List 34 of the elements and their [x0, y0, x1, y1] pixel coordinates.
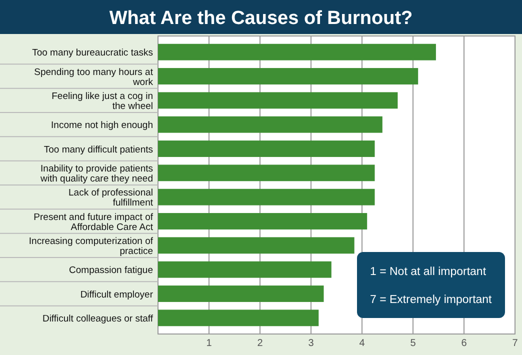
- y-tick-label: Present and future impact of Affordable Care Act: [34, 212, 154, 233]
- x-tick-label: 2: [257, 338, 264, 349]
- y-tick-label: Increasing computerization of practice: [28, 236, 154, 257]
- y-tick-label: Difficult employer: [80, 289, 153, 300]
- y-tick-label: Compassion fatigue: [69, 265, 153, 276]
- y-tick-label: Inability to provide patients with quality care they need: [40, 163, 154, 184]
- x-tick-label: 7: [512, 338, 518, 349]
- y-tick-label: Feeling like just a cog in the wheel: [52, 90, 153, 112]
- x-tick-label: 4: [359, 338, 366, 349]
- bar: [158, 116, 382, 133]
- x-tick-label: 6: [461, 338, 468, 349]
- bar: [158, 164, 375, 182]
- bar: [158, 140, 375, 157]
- y-tick-label: Spending too many hours at work: [34, 66, 154, 88]
- chart-title: What Are the Causes of Burnout?: [109, 8, 413, 29]
- bar: [158, 286, 324, 302]
- bar: [158, 261, 332, 278]
- bar: [158, 213, 368, 230]
- bar: [158, 68, 418, 84]
- x-tick-label: 3: [308, 338, 314, 349]
- x-tick-label: 5: [410, 338, 416, 349]
- y-tick-label: Lack of professional fulfillment: [68, 188, 154, 209]
- y-tick-label: Income not high enough: [51, 120, 153, 132]
- bar: [158, 188, 375, 206]
- bar: [158, 237, 354, 254]
- y-tick-label: Difficult colleagues or staff: [42, 313, 154, 324]
- annotation: 1 = Not at all important: [370, 266, 487, 278]
- bar: [158, 92, 398, 109]
- bar: [158, 44, 436, 60]
- annotation: 7 = Extremely important: [370, 294, 493, 306]
- x-tick-label: 1: [206, 338, 212, 349]
- y-tick-label: Too many difficult patients: [44, 144, 154, 156]
- bar: [158, 310, 319, 326]
- y-tick-label: Too many bureaucratic tasks: [32, 48, 154, 59]
